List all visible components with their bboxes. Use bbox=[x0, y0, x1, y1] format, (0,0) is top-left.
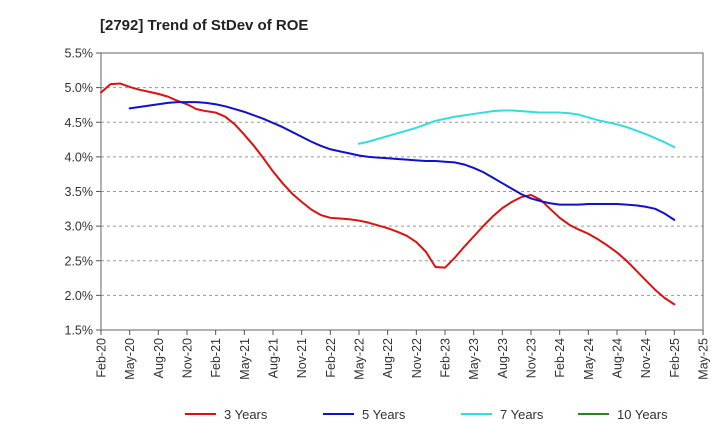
x-tick-label: Feb-25 bbox=[668, 338, 682, 378]
x-tick-label: Aug-24 bbox=[611, 338, 625, 378]
x-tick-label: Aug-22 bbox=[381, 338, 395, 378]
chart-title: [2792] Trend of StDev of ROE bbox=[100, 17, 308, 34]
x-tick-label: May-23 bbox=[467, 338, 481, 380]
x-tick-label: Nov-24 bbox=[639, 338, 653, 378]
x-tick-label: Nov-20 bbox=[181, 338, 195, 378]
y-tick-label: 5.5% bbox=[65, 47, 94, 61]
legend: 3 Years 5 Years 7 Years 10 Years bbox=[185, 407, 668, 422]
grid-layer bbox=[101, 87, 703, 296]
x-tick-label: May-24 bbox=[582, 338, 596, 380]
x-tick-label: Nov-23 bbox=[525, 338, 539, 378]
x-tick-label: May-20 bbox=[123, 338, 137, 380]
x-tick-label: May-22 bbox=[353, 338, 367, 380]
legend-label-7-years: 7 Years bbox=[500, 407, 544, 422]
series-layer bbox=[100, 82, 676, 306]
x-tick-label: Nov-22 bbox=[410, 338, 424, 378]
legend-label-5-years: 5 Years bbox=[362, 407, 406, 422]
y-tick-label: 4.5% bbox=[65, 116, 94, 130]
series-line-7-years bbox=[358, 109, 676, 149]
x-tick-label: Nov-21 bbox=[295, 338, 309, 378]
x-tick-label: Feb-23 bbox=[439, 338, 453, 378]
plot-frame bbox=[100, 52, 704, 331]
series-line-5-years bbox=[128, 101, 676, 221]
x-tick-label: Feb-22 bbox=[324, 338, 338, 378]
x-tick-label: May-21 bbox=[238, 338, 252, 380]
x-tick-label: Aug-21 bbox=[267, 338, 281, 378]
y-tick-label: 3.5% bbox=[65, 185, 94, 199]
series-line-3-years bbox=[100, 82, 676, 306]
y-tick-label: 5.0% bbox=[65, 81, 94, 95]
y-tick-label: 4.0% bbox=[65, 150, 94, 164]
legend-label-3-years: 3 Years bbox=[224, 407, 268, 422]
y-tick-label: 1.5% bbox=[65, 324, 94, 338]
y-tick-label: 3.0% bbox=[65, 220, 94, 234]
x-tick-label: May-25 bbox=[697, 338, 711, 380]
x-tick-label: Feb-24 bbox=[553, 338, 567, 378]
x-tick-label: Aug-23 bbox=[496, 338, 510, 378]
x-tick-label: Aug-20 bbox=[152, 338, 166, 378]
x-tick-label: Feb-20 bbox=[95, 338, 109, 378]
axis-layer: 1.5% 2.0% 2.5% 3.0% 3.5% 4.0% 4.5% 5.0% 5.5% Feb-… bbox=[65, 47, 711, 380]
x-tick-label: Feb-21 bbox=[209, 338, 223, 378]
y-tick-label: 2.5% bbox=[65, 254, 94, 268]
y-tick-label: 2.0% bbox=[65, 289, 94, 303]
legend-label-10-years: 10 Years bbox=[617, 407, 668, 422]
